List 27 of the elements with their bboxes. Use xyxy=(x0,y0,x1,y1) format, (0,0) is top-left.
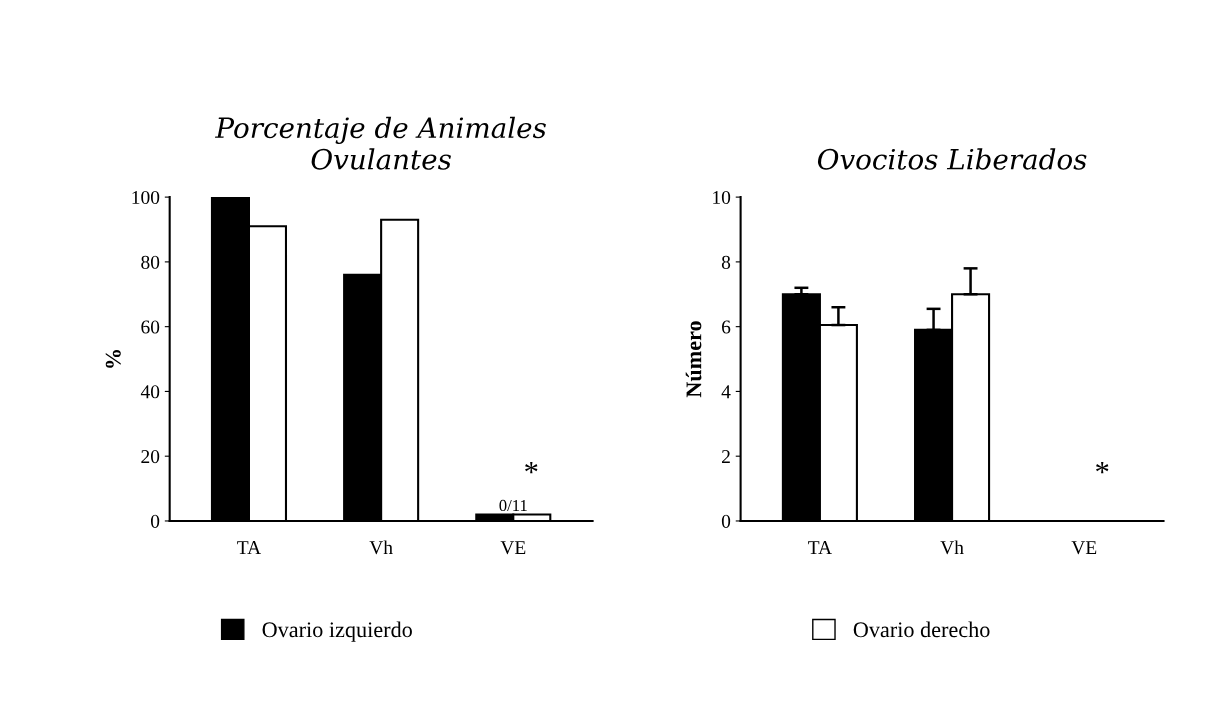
y-axis-title: Número xyxy=(685,321,702,398)
x-tick-label: VE xyxy=(500,541,526,555)
y-tick-label: 2 xyxy=(722,450,730,463)
y-tick-label: 60 xyxy=(141,320,160,334)
x-tick-label: VE xyxy=(1071,541,1097,555)
x-tick-label: Vh xyxy=(369,540,393,555)
annotation: * xyxy=(525,462,538,474)
chart-title: Porcentaje de Animales Ovulantes xyxy=(214,116,546,170)
y-tick-label: 20 xyxy=(141,450,160,464)
legend-label: Ovario izquierdo xyxy=(262,621,412,642)
y-tick-label: 8 xyxy=(721,255,731,269)
legend-label: Ovario derecho xyxy=(853,621,990,638)
y-tick-label: 6 xyxy=(722,320,731,334)
chart-title: Ovocitos Liberados xyxy=(817,148,1087,170)
annotation: * xyxy=(1096,462,1109,474)
x-tick-label: Vh xyxy=(940,540,964,555)
y-axis-title: % xyxy=(105,350,121,368)
y-tick-label: 10 xyxy=(713,190,731,205)
y-tick-label: 100 xyxy=(132,190,160,205)
annotation: 0/11 xyxy=(499,499,527,512)
y-tick-label: 80 xyxy=(141,255,160,269)
y-tick-label: 0 xyxy=(150,514,160,528)
y-tick-label: 4 xyxy=(721,385,731,399)
y-tick-label: 40 xyxy=(140,385,160,399)
x-tick-label: TA xyxy=(237,541,262,554)
y-tick-label: 0 xyxy=(721,514,731,528)
x-tick-label: TA xyxy=(808,541,832,554)
